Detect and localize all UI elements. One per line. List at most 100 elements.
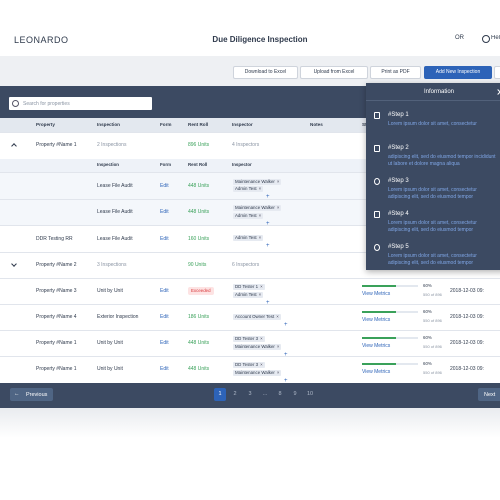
shadow [0,408,500,438]
view-metrics[interactable]: View Metrics [362,369,391,375]
edit-link[interactable]: Edit [160,182,169,189]
inspection-name: Unit by Unit [97,366,123,372]
column-header: Rent Roll [188,122,209,127]
toolbar-button-partial[interactable] [494,66,500,79]
step-title: #Step 2 [388,145,409,151]
progress-label: 60% [423,309,432,314]
rent-roll: 896 Units [188,142,210,148]
progress-fill [362,363,396,365]
search-placeholder: Search for properties [23,101,70,107]
progress-count: 550 of 896 [423,292,442,297]
inspector-tag[interactable]: DD Tester 1 [233,284,265,290]
help-link[interactable]: Help [491,35,500,41]
rent-roll: 90 Units [188,262,207,268]
rent-roll: 448 Units [188,209,210,215]
step-title: #Step 1 [388,112,409,118]
toolbar-button-label: Download to Excel [244,69,287,75]
page-number[interactable]: 8 [278,391,282,397]
inspection-count: 2 Inspections [97,142,127,148]
edit-link[interactable]: Edit [160,235,169,242]
page-number[interactable]: 10 [306,391,314,397]
property-name: Property #Name 3 [36,288,77,294]
inspector-tag[interactable]: Maintenance Walker [233,205,282,211]
page-number[interactable]: 1 [214,388,226,401]
rent-roll: 448 Units [188,366,210,372]
inspector-tag[interactable]: Admin Test [233,186,264,192]
page-number[interactable]: 9 [293,391,297,397]
progress-fill [362,311,396,313]
inspector-tag[interactable]: DD Tester 3 [233,336,265,342]
date: 2018-12-03 09: [450,288,484,294]
step-icon [374,211,380,218]
rent-roll: 160 Units [188,235,210,242]
inspector-count: 6 Inspectors [232,262,260,268]
previous-label: Previous [26,392,48,398]
inspector-tag[interactable]: Admin Test [233,291,264,298]
inspection-name: Lease File Audit [97,209,133,215]
inspector-tag[interactable]: DD Tester 3 [233,362,265,368]
page-title: Due Diligence Inspection [212,35,308,44]
add-inspector[interactable] [284,313,288,331]
table-footer [0,382,500,408]
step-text: adipiscing elit, sed do eiusmod tempor i… [388,154,496,167]
progress-fill [362,285,396,287]
page-number[interactable]: 3 [248,391,252,397]
column-header: Form [160,122,172,127]
edit-link[interactable]: Edit [160,209,169,215]
progress-label: 60% [423,335,432,340]
edit-link[interactable]: Edit [160,288,169,294]
inspector-tag[interactable]: Account Owner Test [233,313,281,320]
add-inspector[interactable] [266,234,270,252]
inspector-tag[interactable]: Admin Test [233,235,264,241]
next-label: Next [484,392,496,398]
previous-button[interactable] [10,388,53,401]
inspector-tag[interactable]: Maintenance Walker [233,343,282,350]
inspection-count: 3 Inspections [97,262,127,268]
toolbar-button[interactable]: Print as PDF [370,66,421,79]
step-title: #Step 4 [388,211,409,217]
inspector-count: 4 Inspectors [232,142,260,148]
page-number[interactable]: 2 [233,391,237,397]
edit-link[interactable]: Edit [160,340,169,346]
rent-roll: 448 Units [188,340,210,346]
view-metrics[interactable]: View Metrics [362,343,391,349]
toolbar-button[interactable]: Upload from Excel [300,66,368,79]
sub-column-header: Rent Roll [188,162,208,167]
column-header: Notes [310,122,323,127]
edit-link[interactable]: Edit [160,366,169,372]
toolbar-button[interactable]: Add New Inspection [424,66,492,79]
step-icon [374,244,380,251]
next-button[interactable] [478,388,500,401]
sub-column-header: Inspector [232,162,252,167]
rent-roll: 448 Units [188,182,210,189]
toolbar-button[interactable]: Download to Excel [233,66,298,79]
step-text: Lorem ipsum dolor sit amet, consectetur … [388,187,477,200]
toolbar-button-label: Add New Inspection [435,69,481,75]
inspector-tag[interactable]: Admin Test [233,212,264,219]
property-name: Property #Name 2 [36,262,77,268]
page-number[interactable]: ... [262,391,268,397]
edit-link[interactable]: Edit [160,314,169,320]
view-metrics[interactable]: View Metrics [362,317,391,323]
avatar[interactable]: OR [455,35,464,41]
progress-label: 60% [423,361,432,366]
date: 2018-12-03 09: [450,340,484,346]
property-name: Property #Name 4 [36,314,77,320]
date: 2018-12-03 09: [450,366,484,372]
exceeded-badge: Exceeded [188,287,214,295]
inspector-tag[interactable]: Maintenance Walker [233,369,282,376]
property-name: DDR Testing RR [36,235,73,242]
date: 2018-12-03 09: [450,314,484,320]
search-box[interactable] [9,97,152,110]
inspector-tag[interactable]: Maintenance Walker [233,178,282,185]
column-header: Inspector [232,122,253,127]
progress-label: 60% [423,283,432,288]
view-metrics[interactable]: View Metrics [362,291,391,297]
property-name: Property #Name 1 [36,366,77,372]
toolbar-button-label: Print as PDF [381,69,410,75]
step-icon [374,145,380,152]
step-text: Lorem ipsum dolor sit amet, consectetur [388,121,477,127]
add-inspector[interactable] [284,369,288,387]
step-text: Lorem ipsum dolor sit amet, consectetur … [388,253,477,266]
